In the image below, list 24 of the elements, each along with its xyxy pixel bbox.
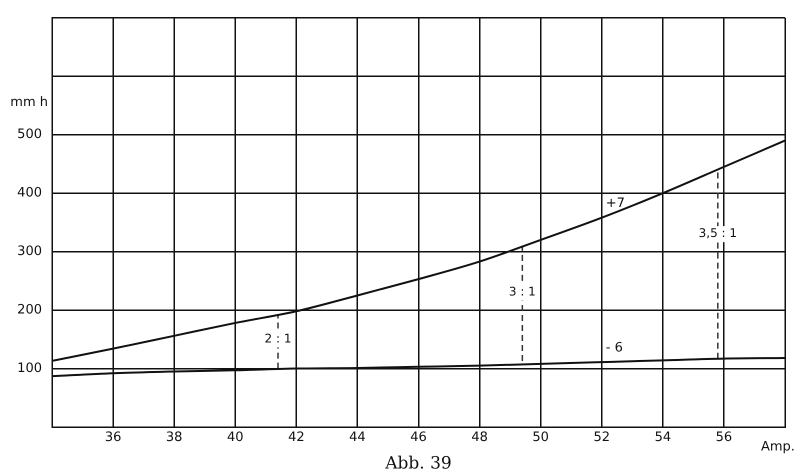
caption: Abb. 39	[384, 453, 452, 474]
x-tick-label: 48	[471, 430, 488, 446]
x-tick-label: 54	[654, 430, 672, 446]
y-tick-label: 500	[17, 127, 42, 142]
series-label: +7	[606, 196, 625, 212]
x-tick-label: 42	[288, 430, 305, 446]
annotation: 2 : 1	[264, 331, 292, 346]
x-tick-label: 38	[166, 430, 182, 446]
y-axis-title: mm h	[10, 94, 48, 110]
x-tick-label: 44	[349, 430, 366, 446]
y-tick-label: 200	[17, 302, 42, 318]
y-tick-label: 100	[17, 360, 42, 376]
series-label: - 6	[606, 340, 623, 356]
annotation: 3 : 1	[508, 284, 536, 299]
x-tick-label: 56	[716, 430, 732, 446]
x-tick-label: 50	[532, 430, 549, 446]
x-tick-label: 52	[593, 430, 610, 446]
x-axis-title: Amp.	[761, 439, 795, 454]
annotation: 3,5 : 1	[698, 226, 738, 240]
x-tick-label: 46	[410, 430, 427, 446]
x-tick-label: 36	[104, 430, 122, 446]
y-tick-label: 300	[17, 244, 42, 260]
x-tick-label: 40	[226, 430, 244, 446]
y-tick-label: 400	[17, 186, 42, 201]
